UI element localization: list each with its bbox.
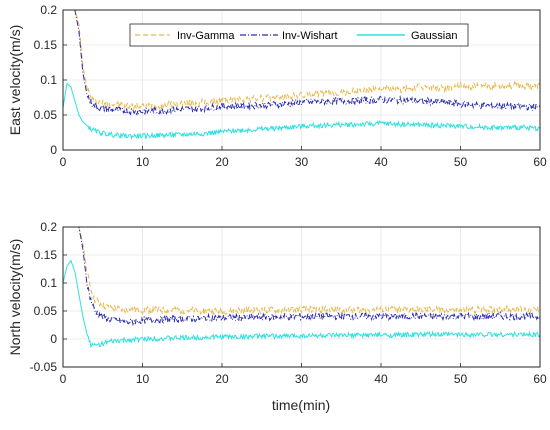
north-y-tick-label: 0.15 (34, 248, 58, 262)
north-x-tick-label: 0 (60, 372, 67, 386)
north-series (63, 227, 540, 348)
east-series-gaussian (63, 82, 540, 141)
east-series-inv-wishart (63, 10, 540, 116)
east-y-tick-label: 0.1 (40, 73, 57, 87)
north-series-inv-wishart (63, 227, 540, 327)
east-x-tick-label: 30 (295, 155, 309, 169)
east-x-tick-label: 0 (60, 155, 67, 169)
legend-label-inv-gamma: Inv-Gamma (177, 30, 235, 42)
north-series-gaussian (63, 259, 540, 348)
north-x-ticks: 0 10 20 30 40 50 60 (60, 363, 547, 386)
east-x-tick-label: 20 (215, 155, 229, 169)
legend-label-inv-wishart: Inv-Wishart (282, 30, 338, 42)
north-series-inv-gamma (63, 227, 540, 316)
legend: Inv-Gamma Inv-Wishart Gaussian (129, 23, 469, 47)
north-x-tick-label: 40 (374, 372, 388, 386)
north-y-tick-label: 0.2 (40, 220, 57, 234)
x-axis-label: time(min) (272, 397, 330, 413)
north-y-tick-label: 0 (50, 332, 57, 346)
east-y-ticks: 0 0.05 0.1 0.15 0.2 (34, 3, 67, 157)
north-x-tick-label: 10 (136, 372, 150, 386)
east-x-tick-label: 60 (533, 155, 547, 169)
east-series (63, 10, 540, 141)
north-x-tick-label: 50 (454, 372, 468, 386)
east-series-inv-gamma (63, 10, 540, 111)
north-y-tick-label: -0.05 (30, 360, 58, 374)
east-y-tick-label: 0.15 (34, 38, 58, 52)
legend-box (129, 23, 469, 47)
legend-label-gaussian: Gaussian (411, 30, 457, 42)
north-x-tick-label: 30 (295, 372, 309, 386)
east-x-tick-label: 40 (374, 155, 388, 169)
north-x-tick-label: 20 (215, 372, 229, 386)
east-x-tick-label: 10 (136, 155, 150, 169)
north-y-ticks: -0.05 0 0.05 0.1 0.15 0.2 (30, 220, 67, 374)
north-y-axis-label: North velocity(m/s) (7, 239, 23, 356)
north-y-tick-label: 0.1 (40, 276, 57, 290)
east-y-tick-label: 0.05 (34, 108, 58, 122)
east-y-tick-label: 0.2 (40, 3, 57, 17)
east-y-tick-label: 0 (50, 143, 57, 157)
north-y-tick-label: 0.05 (34, 304, 58, 318)
east-panel: 0 10 20 30 40 50 60 0 0.05 0.1 0.15 0.2 East veloc… (7, 3, 547, 169)
north-x-tick-label: 60 (533, 372, 547, 386)
east-y-axis-label: East velocity(m/s) (7, 25, 23, 135)
east-x-tick-label: 50 (454, 155, 468, 169)
east-x-ticks: 0 10 20 30 40 50 60 (60, 146, 547, 169)
